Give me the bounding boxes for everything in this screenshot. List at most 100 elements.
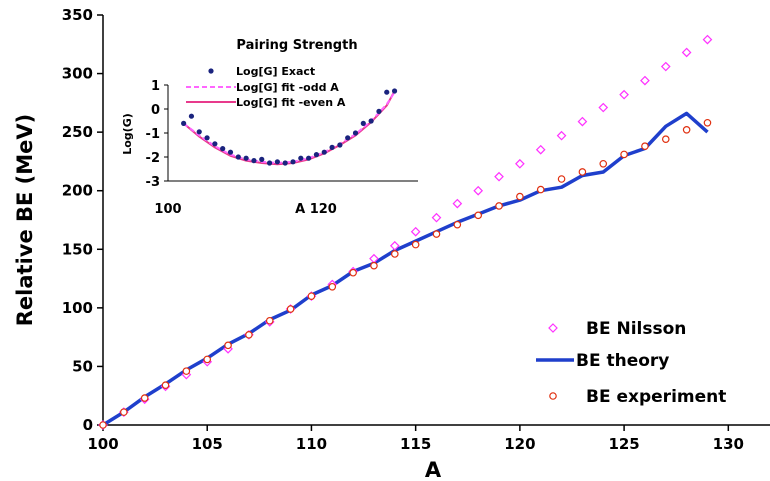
point-be-experiment — [703, 118, 712, 127]
inset-point-exact — [352, 130, 359, 136]
inset-x-axis-label: A 120 — [295, 202, 337, 217]
series-line-be-theory — [102, 111, 709, 427]
x-axis-title: A — [425, 458, 442, 481]
point-be-nilsson — [577, 116, 588, 127]
point-be-nilsson — [556, 130, 567, 141]
point-be-experiment — [182, 367, 191, 375]
inset-y-tick-label: -2 — [146, 151, 160, 166]
inset-point-exact — [181, 120, 187, 126]
inset-legend-marker-exact — [208, 68, 214, 74]
inset-y-tick-label: -1 — [146, 127, 160, 142]
inset-series-line-fit-odd — [182, 91, 396, 165]
inset-point-exact — [235, 154, 241, 160]
x-tick-label: 130 — [713, 435, 744, 453]
point-be-experiment — [578, 168, 587, 176]
inset-point-exact — [384, 89, 390, 95]
point-be-experiment — [620, 150, 628, 159]
inset-plot: Pairing Strength -3 -2 -1 0 1 100 A 120 Log(G) Lo… — [121, 38, 418, 217]
inset-point-exact — [337, 142, 343, 148]
point-be-experiment — [203, 355, 212, 364]
inset-legend-label-odd: Log[G] fit -odd A — [236, 81, 339, 94]
point-be-experiment — [224, 341, 232, 350]
x-tick-label: 100 — [87, 435, 118, 453]
point-be-experiment — [370, 261, 378, 270]
point-be-experiment — [265, 316, 274, 325]
point-be-nilsson — [640, 75, 650, 86]
point-be-experiment — [411, 240, 420, 249]
point-be-experiment — [349, 268, 357, 277]
y-tick-label: 150 — [62, 240, 93, 258]
inset-title: Pairing Strength — [236, 38, 357, 53]
legend-label-be-theory: BE theory — [576, 351, 669, 371]
point-be-experiment — [140, 394, 149, 402]
inset-y-axis-title: Log(G) — [121, 113, 134, 155]
point-be-nilsson — [389, 240, 400, 251]
point-be-experiment — [286, 305, 295, 313]
point-be-experiment — [536, 185, 545, 194]
point-be-experiment — [474, 211, 482, 220]
y-tick-label: 250 — [62, 123, 93, 141]
inset-point-exact — [259, 156, 265, 162]
point-be-experiment — [682, 126, 691, 134]
point-be-experiment — [557, 175, 566, 183]
inset-point-exact — [329, 144, 335, 150]
y-tick-label: 0 — [83, 416, 93, 434]
inset-y-tick-label: -3 — [146, 175, 160, 190]
point-be-nilsson — [515, 158, 525, 169]
point-be-experiment — [661, 135, 670, 143]
inset-point-exact — [212, 141, 218, 147]
point-be-nilsson — [598, 102, 609, 113]
point-be-nilsson — [660, 61, 671, 72]
inset-point-exact — [204, 135, 210, 141]
legend-marker-be-experiment — [549, 392, 557, 400]
y-tick-label: 200 — [62, 182, 93, 200]
point-be-experiment — [161, 381, 170, 389]
point-be-nilsson — [410, 226, 421, 237]
x-tick-label: 115 — [400, 435, 431, 453]
x-tick-label: 125 — [608, 435, 639, 453]
point-be-nilsson — [535, 144, 546, 155]
inset-point-exact — [290, 159, 296, 165]
main-plot: 0 50 100 150 200 250 300 350 100 105 110 115 120 125 1… — [13, 6, 770, 481]
y-tick-label: 50 — [72, 357, 93, 375]
inset-point-exact — [368, 118, 374, 124]
legend-label-be-nilsson: BE Nilsson — [586, 319, 686, 339]
x-tick-label: 105 — [192, 435, 223, 453]
inset-point-exact — [391, 88, 398, 94]
point-be-experiment — [453, 220, 462, 229]
inset-point-exact — [306, 155, 312, 161]
inset-point-exact — [220, 146, 226, 152]
inset-point-exact — [376, 108, 382, 114]
inset-point-exact — [345, 135, 351, 141]
point-be-experiment — [599, 159, 608, 168]
point-be-experiment — [120, 408, 128, 416]
inset-point-exact — [313, 152, 320, 158]
point-be-nilsson — [702, 34, 713, 45]
inset-point-exact — [360, 120, 366, 126]
point-be-experiment — [391, 250, 399, 258]
inset-point-exact — [196, 129, 202, 135]
point-be-experiment — [307, 292, 316, 300]
legend-marker-be-nilsson — [548, 323, 558, 333]
x-tick-label: 120 — [504, 435, 535, 453]
point-be-nilsson — [681, 47, 692, 58]
inset-point-exact — [243, 155, 249, 161]
x-tick-label: 110 — [296, 435, 327, 453]
point-be-experiment — [641, 142, 649, 151]
inset-legend-label-exact: Log[G] Exact — [236, 65, 315, 78]
inset-y-tick-label: 1 — [151, 79, 160, 94]
inset-point-exact — [282, 160, 288, 166]
inset-y-tick-label: 0 — [151, 103, 160, 118]
y-axis-title: Relative BE (MeV) — [13, 114, 37, 327]
point-be-experiment — [99, 421, 107, 429]
point-be-experiment — [516, 192, 524, 201]
point-be-experiment — [245, 330, 253, 339]
inset-legend-label-even: Log[G] fit -even A — [236, 96, 346, 109]
y-tick-label: 350 — [62, 6, 93, 24]
inset-point-exact — [274, 159, 280, 165]
point-be-experiment — [432, 230, 441, 238]
inset-point-exact — [251, 158, 257, 164]
inset-point-exact — [298, 155, 304, 161]
inset-x-tick-label: 100 — [154, 202, 181, 217]
